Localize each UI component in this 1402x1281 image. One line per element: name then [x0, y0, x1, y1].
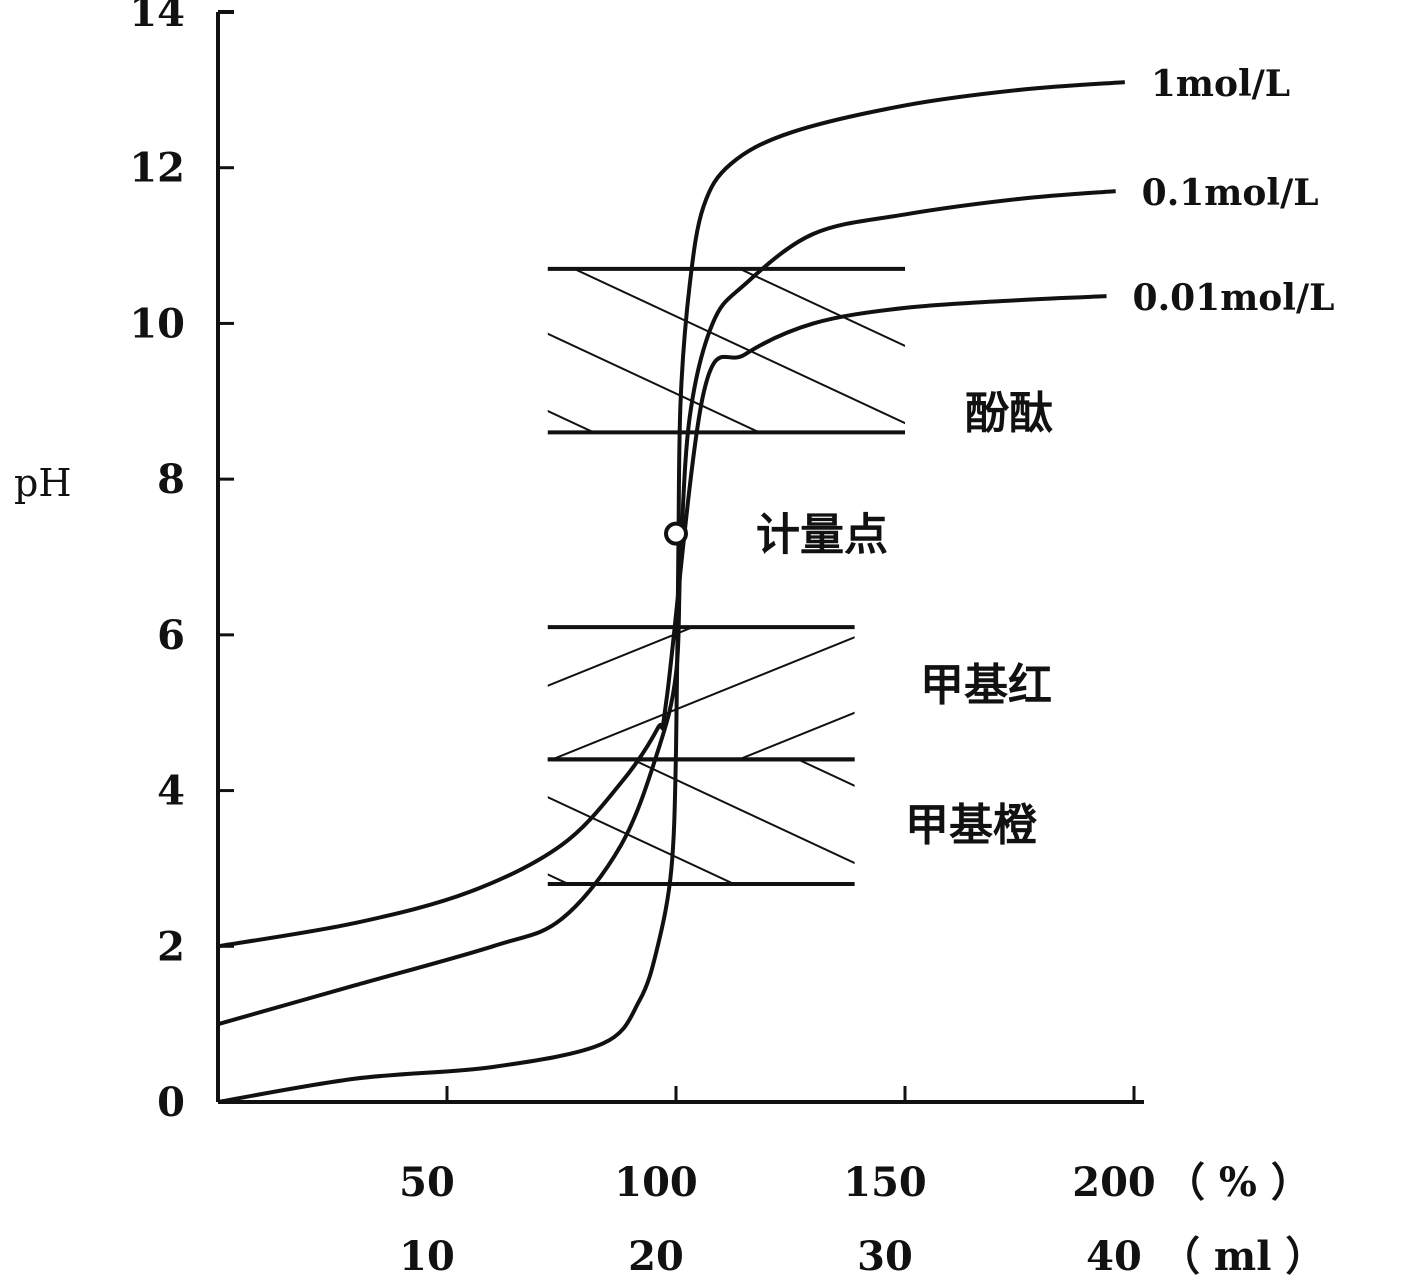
curve-0 [218, 80, 1125, 1102]
indicator-band-1 [547, 627, 855, 760]
indicator-label-1: 甲基红 [920, 660, 1052, 711]
indicator-band-2 [547, 759, 855, 884]
curves [218, 80, 1125, 1102]
x-unit-percent: （ % ） [1165, 1159, 1311, 1206]
x-tick-label-ml: 30 [857, 1233, 913, 1280]
equivalence-point-label: 计量点 [756, 510, 888, 561]
x-tick-label-percent: 200 [1072, 1159, 1156, 1206]
y-tick-label: 8 [157, 456, 185, 503]
y-tick-label: 12 [129, 145, 185, 192]
curve-label-0: 1mol/L [1151, 63, 1290, 105]
y-tick-label: 10 [129, 300, 185, 347]
curve-label-2: 0.01mol/L [1133, 277, 1335, 319]
x-tick-label-ml: 20 [628, 1233, 684, 1280]
x-tick-label-ml: 10 [399, 1233, 455, 1280]
y-tick-label: 14 [129, 0, 185, 36]
indicator-bands [547, 266, 905, 886]
y-ticks: 0 2 4 6 8 10 12 14 [129, 0, 234, 1126]
x-tick-label-percent: 150 [843, 1159, 927, 1206]
y-axis-label: pH [14, 461, 71, 505]
curve-labels: 1mol/L 0.1mol/L 0.01mol/L [1133, 63, 1335, 319]
indicator-label-0: 酚酞 [965, 388, 1053, 439]
curve-label-1: 0.1mol/L [1142, 172, 1319, 214]
x-tick-label-percent: 100 [614, 1159, 698, 1206]
curve-2 [218, 294, 1107, 949]
y-tick-label: 0 [157, 1079, 185, 1126]
x-tick-label-ml: 40 [1086, 1233, 1142, 1280]
indicator-label-2: 甲基橙 [905, 800, 1038, 851]
x-tick-label-percent: 50 [399, 1159, 455, 1206]
equivalence-point-marker [664, 521, 688, 546]
y-tick-label: 6 [157, 612, 185, 659]
indicator-band-0 [547, 268, 905, 433]
y-tick-label: 4 [157, 768, 185, 815]
y-tick-label: 2 [157, 923, 185, 970]
x-ticks: 50 10 100 20 150 30 200 40 （ % ） （ ml ） [399, 1086, 1325, 1280]
x-unit-ml: （ ml ） [1160, 1233, 1325, 1280]
